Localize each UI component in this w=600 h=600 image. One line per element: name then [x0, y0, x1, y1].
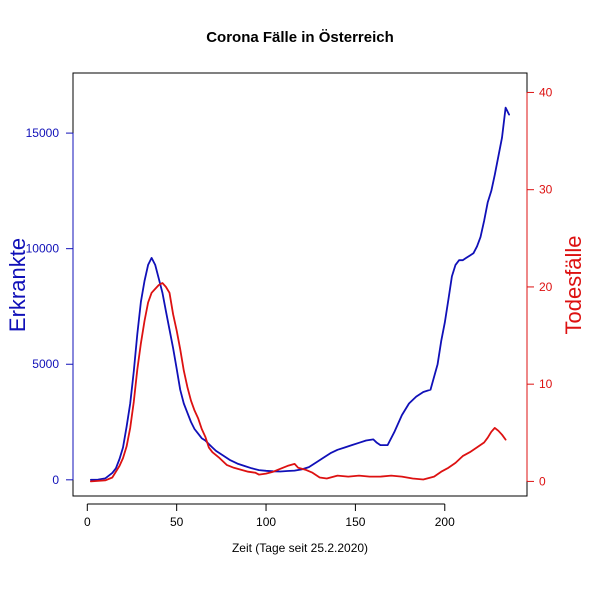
x-tick-label: 0 — [84, 515, 91, 529]
x-tick-label: 150 — [345, 515, 365, 529]
y-left-tick-label: 5000 — [32, 357, 59, 371]
series-line-todesfaelle — [90, 282, 507, 483]
y-right-tick-label: 10 — [539, 377, 553, 391]
y-left-tick-label: 10000 — [26, 242, 60, 256]
x-axis-label: Zeit (Tage seit 25.2.2020) — [232, 541, 368, 555]
y-left-tick-label: 0 — [52, 473, 59, 487]
y-right-tick-label: 30 — [539, 183, 553, 197]
y-axis-right-label: Todesfälle — [561, 235, 586, 334]
x-tick-label: 50 — [170, 515, 184, 529]
chart-title: Corona Fälle in Österreich — [206, 29, 394, 46]
y-axis-left-label: Erkrankte — [5, 238, 30, 332]
y-right-tick-label: 40 — [539, 85, 553, 99]
series-line-erkrankte — [90, 106, 511, 481]
series-layer — [90, 106, 511, 483]
x-axis: 0 50 100 150 200 — [84, 503, 455, 529]
y-right-tick-label: 0 — [539, 474, 546, 488]
y-axis-right: 0 10 20 30 40 — [526, 85, 553, 488]
y-axis-left: 0 5000 10000 15000 — [26, 126, 74, 487]
x-tick-label: 200 — [435, 515, 455, 529]
x-tick-label: 100 — [256, 515, 276, 529]
y-right-tick-label: 20 — [539, 280, 553, 294]
y-left-tick-label: 15000 — [26, 126, 60, 140]
